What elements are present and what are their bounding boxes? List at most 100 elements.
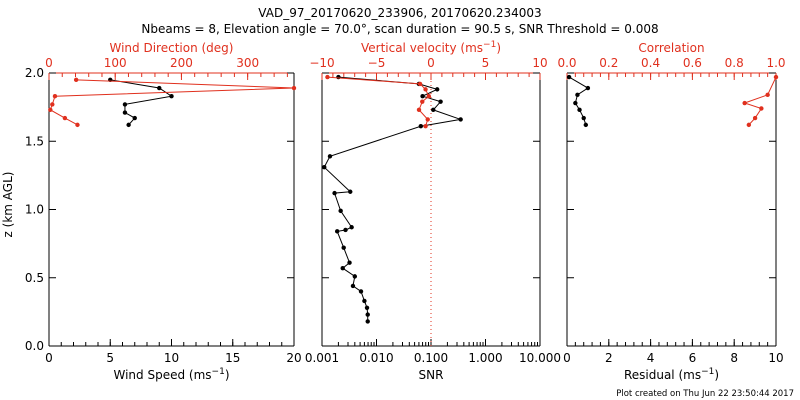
top-x-tick-label: 5 — [482, 56, 490, 70]
top-x-tick-label: 100 — [104, 56, 127, 70]
series-line-correlation — [743, 76, 777, 126]
data-point — [322, 164, 327, 170]
series-line-wind-speed — [110, 79, 173, 126]
data-point — [362, 298, 367, 304]
x-axis-label: Residual (ms−1) — [624, 367, 719, 382]
x-axis-label: SNR — [419, 368, 444, 382]
top-x-tick-label: −5 — [368, 56, 386, 70]
data-point — [62, 115, 68, 121]
x-tick-label: 0.100 — [414, 351, 448, 365]
top-axis-label: Vertical velocity (ms−1) — [361, 40, 501, 55]
data-point — [418, 124, 424, 129]
data-point — [334, 229, 340, 234]
top-x-tick-label: 0 — [45, 56, 53, 70]
data-point — [347, 260, 352, 265]
data-point — [423, 124, 428, 129]
data-point — [48, 107, 53, 113]
data-point — [585, 85, 591, 91]
y-tick-label: 2.0 — [25, 66, 44, 80]
data-point — [157, 85, 162, 91]
y-tick-label: 0.0 — [25, 339, 44, 353]
figure-title-line1: VAD_97_20170620_233906, 20170620.234003 — [258, 6, 541, 20]
top-x-tick-label: 0.2 — [599, 56, 618, 70]
data-point — [364, 305, 370, 310]
panel-snr: 0.001 0.010 0.100 1.000 10.000 SNR −10 −5 0 5 10 Ve… — [305, 40, 561, 382]
data-point — [365, 312, 370, 317]
x-tick-label: 0 — [45, 351, 53, 365]
data-point — [338, 208, 343, 214]
x-tick-label: 10 — [768, 351, 783, 365]
data-point — [752, 115, 758, 121]
x-tick-label: 0.001 — [305, 351, 339, 365]
data-point — [327, 154, 333, 159]
data-point — [350, 283, 356, 289]
data-point — [742, 100, 747, 106]
data-point — [50, 102, 55, 107]
data-point — [581, 115, 586, 121]
x-tick-label: 0 — [563, 351, 571, 365]
plot-footer: Plot created on Thu Jun 22 23:50:44 2017 — [616, 389, 794, 399]
data-point — [438, 99, 443, 104]
panel-corr: 0 2 4 6 8 10 Residual (ms−1) 0.0 0.2 0.4 0.6 0.8 1.0… — [557, 41, 785, 382]
top-x-tick-label: −10 — [309, 56, 334, 70]
data-point — [75, 122, 80, 128]
data-point — [132, 115, 137, 121]
x-tick-label: 20 — [286, 351, 301, 365]
data-point — [575, 92, 580, 98]
panel-wind: 0.0 0.5 1.0 1.5 2.0 z (km AGL) 0 5 10 15 20 Wind Sp… — [1, 41, 302, 382]
x-tick-label: 8 — [730, 351, 738, 365]
top-x-tick-label: 300 — [236, 56, 259, 70]
data-point — [773, 74, 779, 80]
data-point — [425, 117, 430, 122]
data-point — [458, 117, 463, 122]
data-point — [416, 107, 422, 113]
data-point — [341, 245, 346, 250]
series-line-snr — [323, 76, 461, 322]
data-point — [291, 85, 297, 91]
data-point — [122, 102, 128, 107]
figure-title-line2: Nbeams = 8, Elevation angle = 70.0°, sca… — [141, 22, 658, 36]
y-tick-label: 0.5 — [25, 271, 44, 285]
top-x-tick-label: 0 — [427, 56, 435, 70]
x-tick-label: 5 — [106, 351, 114, 365]
data-point — [352, 274, 358, 279]
series-line-wind-direction — [49, 79, 295, 126]
data-point — [435, 87, 440, 92]
data-point — [423, 87, 428, 92]
data-point — [746, 122, 752, 128]
data-point — [122, 110, 128, 115]
data-point — [577, 107, 582, 113]
data-point — [358, 289, 364, 294]
data-point — [348, 189, 353, 194]
x-tick-label: 10 — [164, 351, 179, 365]
series-line-vertical-velocity — [327, 76, 430, 127]
top-x-tick-label: 0.0 — [557, 56, 576, 70]
data-point — [343, 227, 348, 233]
top-x-tick-label: 0.6 — [683, 56, 702, 70]
x-tick-label: 0.010 — [359, 351, 393, 365]
top-x-tick-label: 200 — [170, 56, 193, 70]
data-point — [169, 94, 174, 99]
top-x-tick-label: 1.0 — [766, 56, 785, 70]
data-point — [759, 106, 764, 111]
data-point — [420, 94, 425, 99]
x-tick-label: 1.000 — [468, 351, 502, 365]
data-point — [765, 92, 770, 98]
top-axis-label: Correlation — [638, 41, 704, 55]
x-tick-label: 15 — [225, 351, 240, 365]
data-point — [336, 74, 341, 80]
data-point — [325, 74, 330, 80]
y-tick-label: 1.5 — [25, 134, 44, 148]
x-tick-label: 2 — [605, 351, 613, 365]
data-point — [420, 99, 425, 104]
data-point — [349, 225, 354, 230]
data-point — [573, 100, 578, 106]
data-point — [73, 77, 79, 83]
top-x-tick-label: 0.8 — [725, 56, 744, 70]
top-x-tick-label: 0.4 — [641, 56, 660, 70]
x-tick-label: 10.000 — [519, 351, 561, 365]
data-point — [583, 122, 589, 128]
top-axis-label: Wind Direction (deg) — [110, 41, 234, 55]
